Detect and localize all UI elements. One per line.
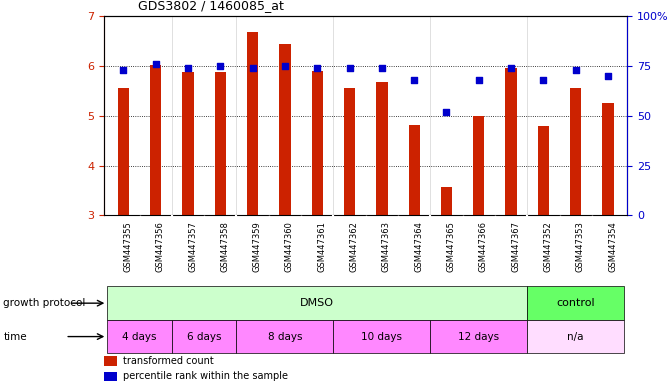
Point xyxy=(344,65,355,71)
Bar xyxy=(311,71,323,215)
Bar xyxy=(104,372,117,381)
Text: GSM447354: GSM447354 xyxy=(608,221,617,272)
Bar xyxy=(104,356,117,366)
Text: GSM447353: GSM447353 xyxy=(576,221,584,272)
Point xyxy=(570,66,581,73)
Point xyxy=(474,76,484,83)
Text: 4 days: 4 days xyxy=(122,331,157,342)
Text: GSM447355: GSM447355 xyxy=(123,221,132,272)
Text: GSM447367: GSM447367 xyxy=(511,221,520,272)
Text: GSM447360: GSM447360 xyxy=(285,221,294,272)
Text: DMSO: DMSO xyxy=(300,298,334,308)
Text: GDS3802 / 1460085_at: GDS3802 / 1460085_at xyxy=(138,0,283,12)
Bar xyxy=(537,126,549,215)
Text: GSM447359: GSM447359 xyxy=(252,221,262,272)
Text: GSM447358: GSM447358 xyxy=(220,221,229,272)
Bar xyxy=(150,65,161,215)
Bar xyxy=(183,72,194,215)
Bar xyxy=(376,82,388,215)
Point xyxy=(409,76,419,83)
Bar xyxy=(344,88,355,215)
Bar xyxy=(172,320,236,353)
Text: GSM447356: GSM447356 xyxy=(156,221,164,272)
Bar xyxy=(279,44,291,215)
Bar xyxy=(409,124,420,215)
Text: time: time xyxy=(3,331,27,342)
Text: GSM447365: GSM447365 xyxy=(446,221,456,272)
Bar xyxy=(570,88,581,215)
Text: GSM447361: GSM447361 xyxy=(317,221,326,272)
Bar xyxy=(505,68,517,215)
Bar xyxy=(107,320,172,353)
Text: transformed count: transformed count xyxy=(123,356,213,366)
Point xyxy=(280,63,291,69)
Text: GSM447364: GSM447364 xyxy=(414,221,423,272)
Text: 6 days: 6 days xyxy=(187,331,221,342)
Point xyxy=(215,63,225,69)
Text: 8 days: 8 days xyxy=(268,331,302,342)
Point xyxy=(376,65,387,71)
Text: GSM447352: GSM447352 xyxy=(544,221,552,272)
Point xyxy=(183,65,193,71)
Text: n/a: n/a xyxy=(568,331,584,342)
Bar xyxy=(117,88,129,215)
Text: GSM447357: GSM447357 xyxy=(188,221,197,272)
Bar xyxy=(333,320,430,353)
Bar xyxy=(107,286,527,320)
Text: percentile rank within the sample: percentile rank within the sample xyxy=(123,371,288,381)
Point xyxy=(441,109,452,115)
Text: GSM447362: GSM447362 xyxy=(350,221,358,272)
Bar xyxy=(430,320,527,353)
Point xyxy=(118,66,129,73)
Bar xyxy=(527,320,624,353)
Bar xyxy=(215,72,226,215)
Text: control: control xyxy=(556,298,595,308)
Point xyxy=(538,76,549,83)
Text: growth protocol: growth protocol xyxy=(3,298,86,308)
Bar xyxy=(236,320,333,353)
Text: GSM447363: GSM447363 xyxy=(382,221,391,272)
Point xyxy=(603,73,613,79)
Bar xyxy=(527,286,624,320)
Point xyxy=(506,65,517,71)
Text: GSM447366: GSM447366 xyxy=(479,221,488,272)
Bar xyxy=(441,187,452,215)
Text: 12 days: 12 days xyxy=(458,331,499,342)
Point xyxy=(247,65,258,71)
Bar xyxy=(247,32,258,215)
Text: 10 days: 10 days xyxy=(362,331,403,342)
Point xyxy=(150,61,161,67)
Point xyxy=(312,65,323,71)
Bar xyxy=(603,103,614,215)
Bar xyxy=(473,116,484,215)
